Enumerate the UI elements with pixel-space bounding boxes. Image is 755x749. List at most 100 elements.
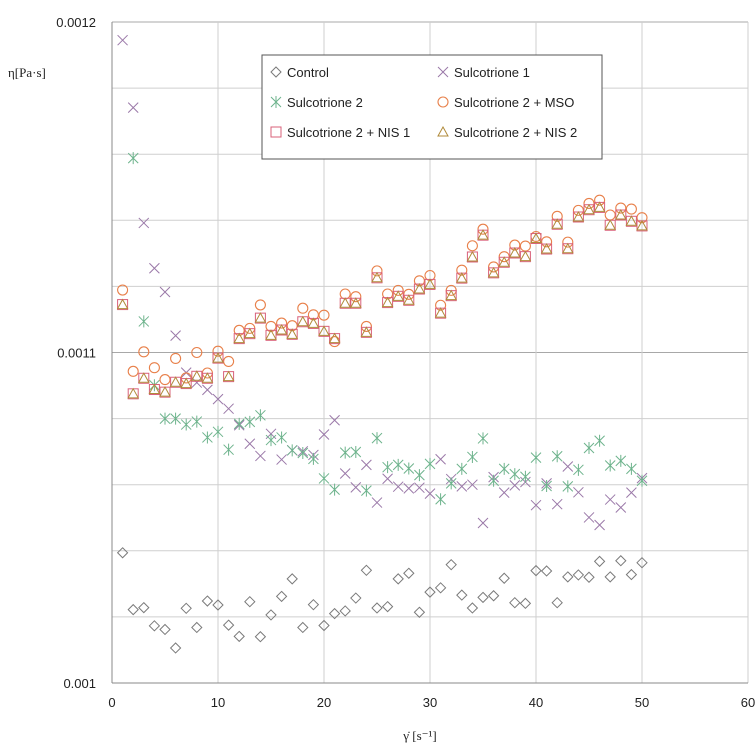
data-point-sulcotrione-2-nis-2 [583, 203, 595, 215]
data-point-sulcotrione-2-nis-2 [296, 315, 309, 327]
data-point-sulcotrione-2-nis-2 [328, 332, 341, 344]
data-point-sulcotrione-2-nis-2 [572, 210, 585, 222]
data-point-sulcotrione-2-nis-2 [455, 272, 468, 283]
data-point-control [307, 598, 320, 611]
data-point-sulcotrione-2 [276, 431, 287, 444]
data-point-sulcotrione-1 [467, 479, 478, 491]
data-point-sulcotrione-2-mso [498, 251, 510, 263]
data-point-sulcotrione-2-mso [424, 269, 436, 282]
data-point-control [625, 568, 638, 581]
data-point-sulcotrione-2-nis-2 [307, 317, 320, 328]
x-tick-label: 60 [741, 695, 755, 710]
data-point-sulcotrione-2-nis-2 [201, 372, 214, 383]
data-point-sulcotrione-2 [382, 461, 393, 474]
data-point-sulcotrione-2 [520, 470, 531, 483]
data-point-control [381, 600, 394, 613]
data-point-sulcotrione-2-mso [562, 236, 574, 248]
data-point-sulcotrione-2 [202, 431, 213, 444]
data-point-sulcotrione-2-mso [318, 309, 330, 321]
data-point-sulcotrione-2-mso [233, 324, 245, 336]
data-point-sulcotrione-2-mso [191, 346, 203, 359]
data-point-sulcotrione-2-nis-2 [381, 296, 394, 308]
data-point-sulcotrione-1 [414, 482, 425, 494]
data-point-sulcotrione-2-nis-2 [222, 370, 235, 382]
data-point-control [593, 555, 606, 568]
data-point-sulcotrione-2-nis-2 [243, 327, 256, 339]
data-point-sulcotrione-2 [297, 446, 309, 459]
data-point-sulcotrione-2-mso [127, 365, 139, 377]
data-point-sulcotrione-2 [308, 452, 319, 465]
data-point-sulcotrione-1 [583, 512, 595, 523]
data-point-sulcotrione-2 [329, 483, 340, 496]
data-point-control [551, 596, 563, 609]
data-point-control [562, 571, 574, 583]
data-point-sulcotrione-1 [530, 499, 542, 511]
data-point-sulcotrione-2-nis-2 [392, 290, 405, 301]
data-point-sulcotrione-1 [212, 393, 224, 405]
data-point-sulcotrione-2 [615, 454, 627, 467]
data-point-sulcotrione-2 [138, 315, 150, 328]
data-point-sulcotrione-2 [403, 462, 415, 475]
data-marks [116, 34, 648, 654]
data-point-sulcotrione-2 [350, 445, 362, 458]
data-point-sulcotrione-2-mso [350, 291, 362, 303]
data-point-sulcotrione-2-mso [572, 204, 584, 216]
data-point-sulcotrione-1 [594, 519, 605, 531]
data-point-sulcotrione-1 [127, 102, 139, 113]
x-tick-label: 10 [211, 695, 225, 710]
data-point-sulcotrione-2-mso [223, 355, 235, 367]
data-point-control [297, 621, 309, 634]
data-point-sulcotrione-2 [562, 480, 574, 493]
data-point-control [477, 591, 489, 604]
legend-marker [270, 66, 282, 78]
data-point-sulcotrione-1 [350, 481, 362, 493]
data-point-sulcotrione-2-mso [254, 299, 266, 311]
data-point-sulcotrione-2-nis-2 [477, 229, 489, 240]
data-point-sulcotrione-2-mso [360, 320, 372, 332]
data-point-sulcotrione-2 [286, 444, 298, 457]
data-point-sulcotrione-1 [562, 461, 574, 472]
data-point-sulcotrione-2-mso [456, 264, 468, 276]
data-point-sulcotrione-1 [244, 438, 256, 450]
data-point-sulcotrione-2-nis-2 [636, 219, 648, 231]
data-point-sulcotrione-2-mso [541, 236, 553, 248]
legend-marker [270, 96, 282, 108]
data-point-control [572, 569, 585, 581]
data-point-control [233, 630, 245, 643]
data-point-sulcotrione-2-nis-2 [159, 386, 171, 397]
data-point-sulcotrione-2-mso [297, 302, 309, 314]
y-tick-label: 0.001 [63, 676, 96, 691]
data-point-sulcotrione-2-mso [307, 309, 319, 321]
data-point-sulcotrione-2 [191, 415, 203, 428]
data-point-control [169, 642, 182, 654]
x-tick-label: 0 [108, 695, 115, 710]
data-point-sulcotrione-2-nis-2 [625, 215, 638, 226]
data-point-sulcotrione-2-nis-2 [212, 352, 224, 363]
data-point-control [222, 619, 235, 631]
data-point-sulcotrione-2-nis-2 [487, 266, 500, 278]
data-point-control [275, 590, 288, 603]
data-point-control [148, 620, 161, 632]
data-point-control [615, 555, 627, 567]
data-point-sulcotrione-2-nis-2 [614, 208, 627, 220]
data-point-sulcotrione-2-nis-2 [360, 326, 373, 337]
data-point-sulcotrione-2-nis-2 [371, 271, 383, 283]
data-point-sulcotrione-2-nis-2 [190, 370, 203, 381]
data-point-sulcotrione-2 [573, 463, 584, 476]
legend: Control Sulcotrione 1 Sulcotrione 2 Sulcotr… [261, 54, 603, 160]
data-point-sulcotrione-1 [509, 480, 521, 491]
data-point-control [456, 589, 468, 601]
data-point-control [350, 592, 362, 604]
data-point-sulcotrione-2 [371, 432, 383, 445]
data-point-control [180, 602, 192, 615]
data-point-sulcotrione-1 [403, 482, 415, 494]
data-point-sulcotrione-2-nis-2 [169, 376, 182, 387]
data-point-sulcotrione-2 [392, 458, 404, 471]
legend-box [261, 54, 603, 160]
x-tick-label: 30 [423, 695, 437, 710]
data-point-sulcotrione-2 [414, 469, 425, 482]
legend-marker [437, 96, 449, 108]
data-point-sulcotrione-2 [127, 152, 139, 165]
data-point-sulcotrione-2 [594, 434, 605, 447]
